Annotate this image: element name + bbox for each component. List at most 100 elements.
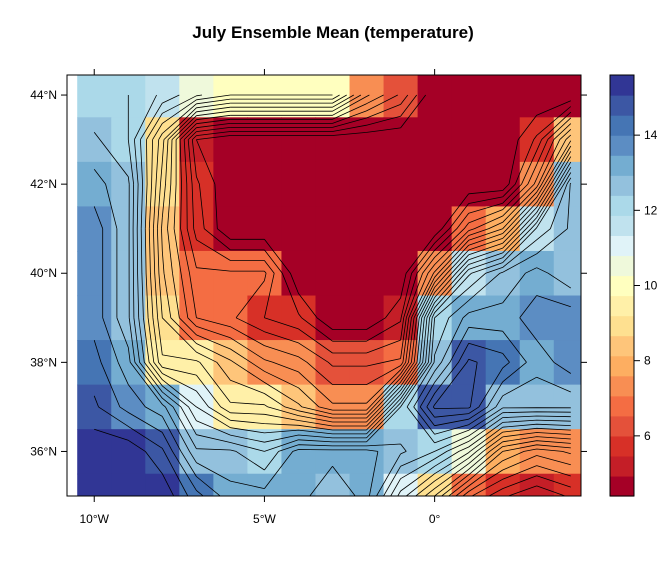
heatmap-cell	[519, 295, 555, 341]
contour-line	[134, 94, 572, 496]
heatmap-cell	[451, 250, 487, 297]
heatmap-cell	[281, 473, 317, 496]
heatmap-cell	[281, 117, 317, 163]
heatmap-cell	[179, 473, 214, 496]
heatmap-cell	[315, 473, 351, 496]
colorbar-swatch	[610, 235, 634, 257]
heatmap-cell	[179, 206, 214, 252]
heatmap-cell	[315, 206, 351, 252]
heatmap-cell	[519, 384, 555, 430]
colorbar-tick-label: 12	[644, 203, 658, 217]
contour-line	[93, 131, 572, 496]
colorbar-swatch	[610, 75, 634, 96]
heatmap-cell	[77, 384, 112, 430]
heatmap-cell	[485, 75, 521, 118]
heatmap-cells	[77, 75, 581, 496]
colorbar-swatch	[610, 95, 634, 116]
colorbar-swatch	[610, 455, 634, 477]
heatmap-cell	[77, 340, 112, 386]
heatmap-cell	[247, 429, 283, 475]
y-tick-label: 36°N	[30, 444, 57, 458]
heatmap-cell	[451, 75, 487, 118]
heatmap-cell	[485, 340, 521, 386]
contour-line	[191, 94, 572, 496]
heatmap-cell	[213, 473, 249, 496]
heatmap-cell	[519, 117, 555, 163]
colorbar-swatch	[610, 435, 634, 457]
heatmap-cell	[281, 206, 317, 252]
heatmap-cell	[451, 206, 487, 252]
colorbar-swatch	[610, 195, 634, 216]
heatmap-cell	[383, 206, 419, 252]
contour-line	[140, 94, 572, 496]
heatmap-cell	[315, 250, 351, 297]
heatmap-cell	[451, 161, 487, 208]
heatmap-cell	[213, 340, 249, 386]
heatmap-cell	[485, 384, 521, 430]
heatmap-cell	[213, 206, 249, 252]
colorbar-swatch	[610, 355, 634, 377]
heatmap-cell	[77, 295, 112, 341]
heatmap-cell	[383, 161, 419, 208]
heatmap-cell	[111, 206, 146, 252]
colorbar-swatch	[610, 155, 634, 176]
heatmap-cell	[77, 473, 112, 496]
heatmap-cell	[315, 340, 351, 386]
colorbar-tick-label: 8	[644, 354, 651, 368]
colorbar-swatch	[610, 415, 634, 437]
contour-line	[148, 94, 572, 496]
heatmap-cell	[111, 250, 146, 297]
heatmap-cell	[77, 250, 112, 297]
heatmap-cell	[77, 117, 112, 163]
heatmap-cell	[111, 429, 146, 475]
colorbar: 6 8 10 12 14	[609, 74, 658, 497]
heatmap-cell	[485, 473, 521, 496]
heatmap-cell	[451, 429, 487, 475]
contour-line	[153, 94, 572, 496]
contour-line	[144, 94, 572, 496]
heatmap-cell	[383, 384, 419, 430]
contour-line	[93, 206, 572, 496]
heatmap-cell	[417, 161, 453, 208]
y-axis: 36°N 38°N 40°N 42°N 44°N	[30, 88, 587, 458]
heatmap-cell	[281, 75, 317, 118]
heatmap-cell	[349, 117, 385, 163]
contour-line	[187, 94, 572, 496]
colorbar-swatch	[610, 295, 634, 317]
heatmap-cell	[145, 75, 180, 118]
heatmap-cell	[315, 295, 351, 341]
heatmap-cell	[247, 161, 283, 208]
heatmap-cell	[519, 340, 555, 386]
heatmap-cell	[145, 340, 180, 386]
heatmap-cell	[349, 429, 385, 475]
heatmap-cell	[213, 250, 249, 297]
heatmap-cell	[111, 384, 146, 430]
contour-line	[179, 94, 572, 496]
contour-line	[93, 169, 572, 496]
y-tick-label: 40°N	[30, 266, 57, 280]
colorbar-swatch	[610, 135, 634, 156]
heatmap-cell	[145, 429, 180, 475]
contour-line	[93, 358, 478, 496]
heatmap-cell	[349, 250, 385, 297]
heatmap-cell	[553, 250, 581, 297]
heatmap-cell	[553, 117, 581, 163]
heatmap-cell	[553, 340, 581, 386]
heatmap-cell	[281, 340, 317, 386]
heatmap-cell	[213, 117, 249, 163]
heatmap-cell	[417, 384, 453, 430]
contour-lines	[93, 94, 572, 496]
heatmap-cell	[349, 340, 385, 386]
contour-line	[127, 95, 572, 496]
heatmap-cell	[451, 117, 487, 163]
heatmap-cell	[349, 206, 385, 252]
x-tick-label: 5°W	[253, 512, 276, 526]
contour-line	[93, 339, 510, 496]
heatmap-cell	[179, 340, 214, 386]
chart-title: July Ensemble Mean (temperature)	[192, 23, 474, 42]
heatmap-cell	[213, 161, 249, 208]
heatmap-cell	[383, 117, 419, 163]
heatmap-cell	[247, 75, 283, 118]
heatmap-cell	[179, 75, 214, 118]
